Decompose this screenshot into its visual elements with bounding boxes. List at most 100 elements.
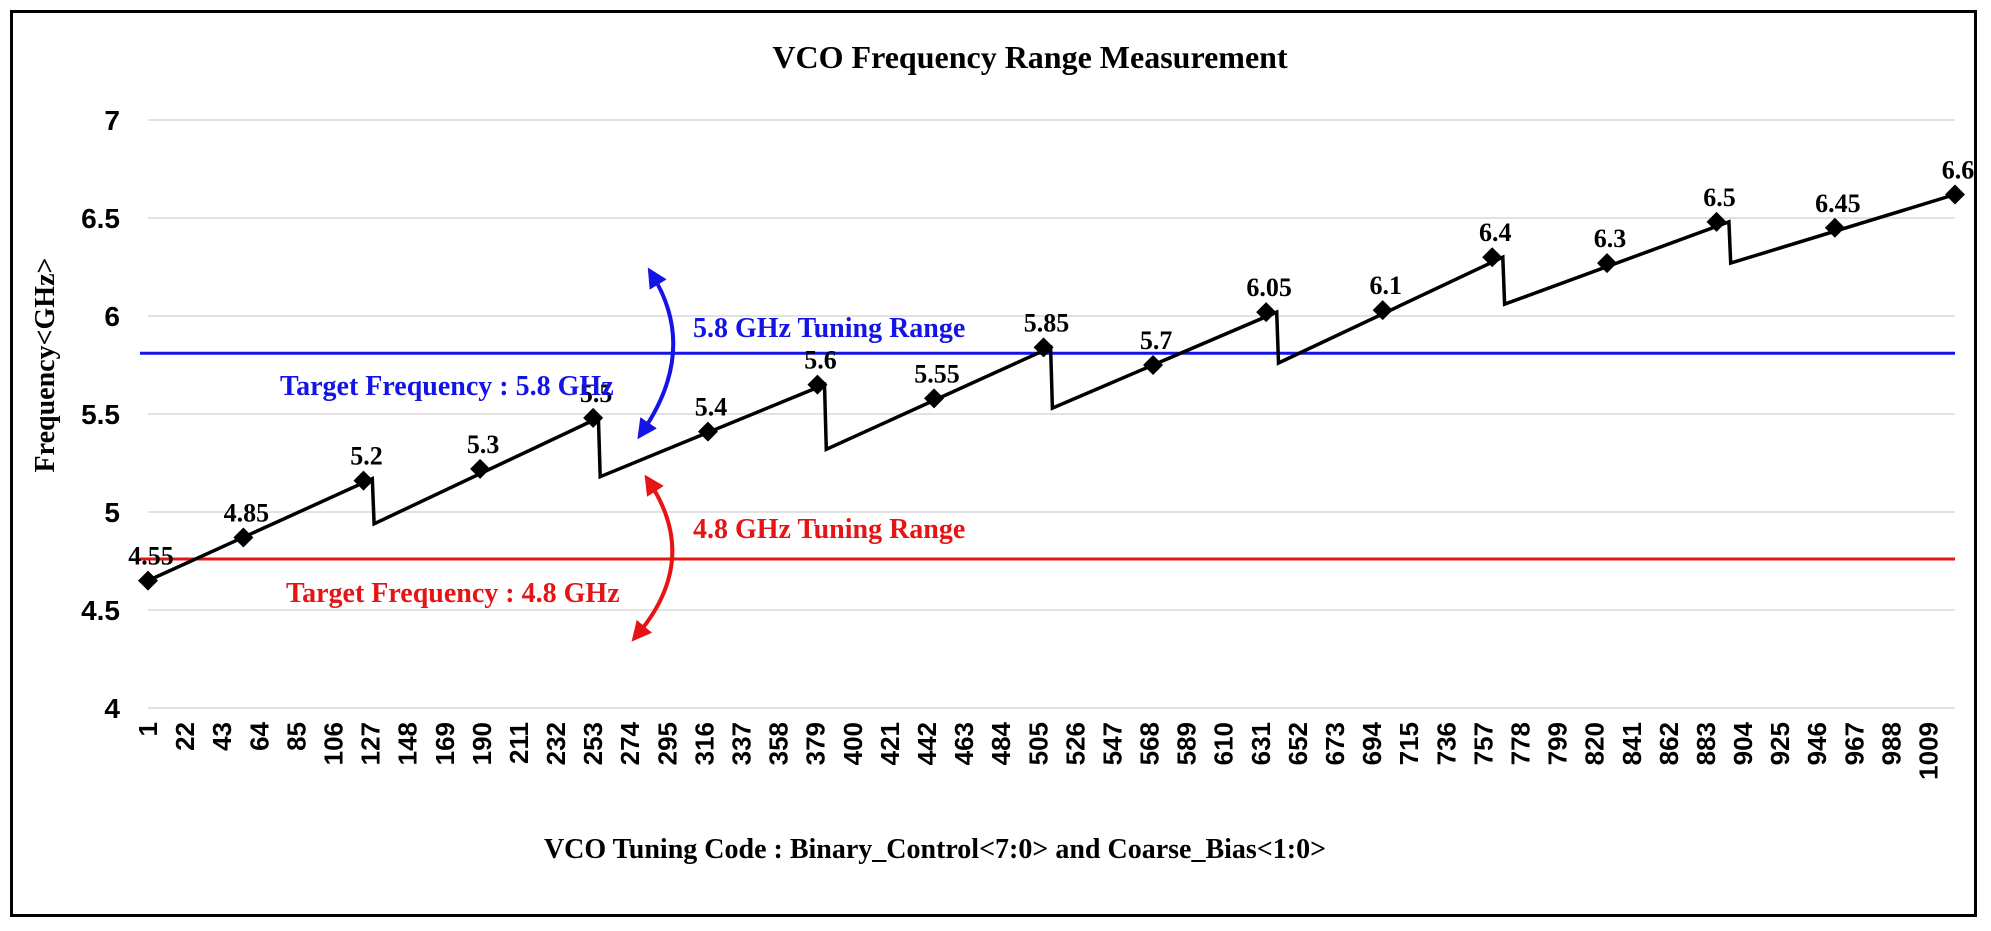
data-point-marker (470, 458, 491, 479)
data-label: 6.4 (1479, 218, 1512, 247)
y-tick-label: 5 (104, 497, 120, 528)
x-tick-label: 274 (615, 721, 645, 765)
y-tick-label: 5.5 (81, 399, 120, 430)
x-tick-label: 568 (1135, 722, 1165, 765)
data-point-marker (1033, 337, 1054, 358)
data-point-marker (1143, 355, 1164, 375)
data-label: 6.45 (1815, 189, 1861, 218)
data-point-marker (1256, 302, 1277, 323)
x-tick-label: 211 (504, 722, 534, 764)
x-tick-label: 295 (652, 722, 682, 765)
x-axis-label: VCO Tuning Code : Binary_Control<7:0> an… (544, 834, 1326, 865)
data-label: 5.85 (1024, 308, 1070, 337)
data-label: 5.3 (467, 430, 500, 459)
data-label: 6.05 (1246, 273, 1292, 302)
x-tick-label: 64 (244, 721, 274, 750)
data-point-marker (138, 570, 158, 591)
x-tick-label: 106 (318, 722, 348, 765)
grid-layer (148, 119, 1955, 709)
x-tick-label: 337 (727, 722, 757, 765)
data-markers: 4.55 4.85 5.2 5.3 5.5 5.4 5.6 5.55 5.85 5.7 6.05 6.… (128, 155, 1975, 591)
x-tick-label: 22 (170, 722, 200, 751)
x-tick-label: 946 (1802, 722, 1832, 765)
data-point-marker (1824, 217, 1845, 238)
data-label: 4.85 (224, 498, 270, 527)
x-tick-label: 232 (541, 722, 571, 765)
data-label: 6.5 (1703, 183, 1736, 212)
x-tick-label: 925 (1765, 722, 1795, 765)
blue-range-arrow-icon (637, 267, 676, 440)
data-point-marker (353, 470, 374, 491)
data-point-marker (1945, 184, 1965, 205)
data-label: 6.6 (1942, 155, 1975, 184)
x-axis-ticks: 1 22 43 64 85 106 127 148 169 190 211 232 253 274 295 3… (133, 721, 1944, 779)
data-point-marker (1482, 247, 1503, 268)
y-tick-label: 7 (104, 105, 120, 136)
x-tick-label: 253 (578, 722, 608, 765)
data-point-marker (583, 407, 604, 428)
x-tick-label: 43 (207, 722, 237, 751)
x-tick-label: 883 (1691, 722, 1721, 765)
data-label: 6.3 (1594, 224, 1627, 253)
data-label: 5.4 (695, 393, 728, 422)
data-label: 5.55 (914, 359, 960, 388)
data-label: 5.2 (350, 442, 383, 471)
data-point-marker (1372, 300, 1393, 321)
x-tick-label: 862 (1654, 722, 1684, 765)
chart-title: VCO Frequency Range Measurement (772, 39, 1288, 75)
red-target-frequency-label: Target Frequency : 4.8 GHz (286, 578, 620, 609)
blue-tuning-range-label: 5.8 GHz Tuning Range (693, 313, 965, 344)
y-axis-label: Frequency<GHz> (30, 258, 61, 473)
x-tick-label: 85 (281, 722, 311, 751)
y-tick-label: 6 (104, 301, 120, 332)
x-tick-label: 484 (986, 721, 1016, 765)
y-tick-label: 4.5 (81, 595, 120, 626)
x-tick-label: 526 (1060, 722, 1090, 765)
data-label: 4.55 (128, 542, 174, 571)
x-tick-label: 715 (1394, 722, 1424, 765)
x-tick-label: 358 (764, 722, 794, 765)
data-point-marker (1597, 253, 1618, 274)
data-point-marker (697, 421, 718, 442)
x-tick-label: 631 (1246, 722, 1276, 765)
x-tick-label: 1 (133, 722, 163, 736)
x-tick-label: 841 (1617, 722, 1647, 765)
y-axis-ticks: 4 4.5 5 5.5 6 6.5 7 (81, 105, 120, 724)
x-tick-label: 610 (1209, 722, 1239, 765)
x-tick-label: 820 (1580, 722, 1610, 765)
data-point-marker (924, 388, 945, 409)
x-tick-label: 547 (1097, 722, 1127, 765)
x-tick-label: 589 (1172, 722, 1202, 765)
x-tick-label: 694 (1357, 721, 1387, 765)
x-tick-label: 904 (1728, 721, 1758, 765)
x-tick-label: 400 (838, 722, 868, 765)
x-tick-label: 148 (393, 722, 423, 765)
red-range-arrow-icon (631, 474, 675, 642)
chart-frame (10, 10, 1977, 917)
x-tick-label: 1009 (1914, 722, 1944, 780)
data-point-marker (233, 527, 254, 548)
x-tick-label: 967 (1839, 722, 1869, 765)
x-tick-label: 127 (356, 722, 386, 765)
x-tick-label: 652 (1283, 722, 1313, 765)
data-label: 5.5 (580, 379, 613, 408)
y-tick-label: 6.5 (81, 203, 120, 234)
x-tick-label: 169 (430, 722, 460, 765)
data-label: 6.1 (1369, 271, 1402, 300)
x-tick-label: 988 (1876, 722, 1906, 765)
x-tick-label: 421 (875, 722, 905, 765)
x-tick-label: 778 (1505, 722, 1535, 765)
red-tuning-range-label: 4.8 GHz Tuning Range (693, 514, 965, 545)
x-tick-label: 463 (949, 722, 979, 765)
data-label: 5.7 (1140, 326, 1173, 355)
x-tick-label: 505 (1023, 722, 1053, 765)
data-point-marker (1706, 211, 1727, 232)
data-point-marker (807, 374, 828, 395)
x-tick-label: 673 (1320, 722, 1350, 765)
x-tick-label: 190 (467, 722, 497, 765)
y-tick-label: 4 (104, 693, 120, 724)
x-tick-label: 379 (801, 722, 831, 765)
x-tick-label: 442 (912, 722, 942, 765)
data-label: 5.6 (804, 346, 837, 375)
